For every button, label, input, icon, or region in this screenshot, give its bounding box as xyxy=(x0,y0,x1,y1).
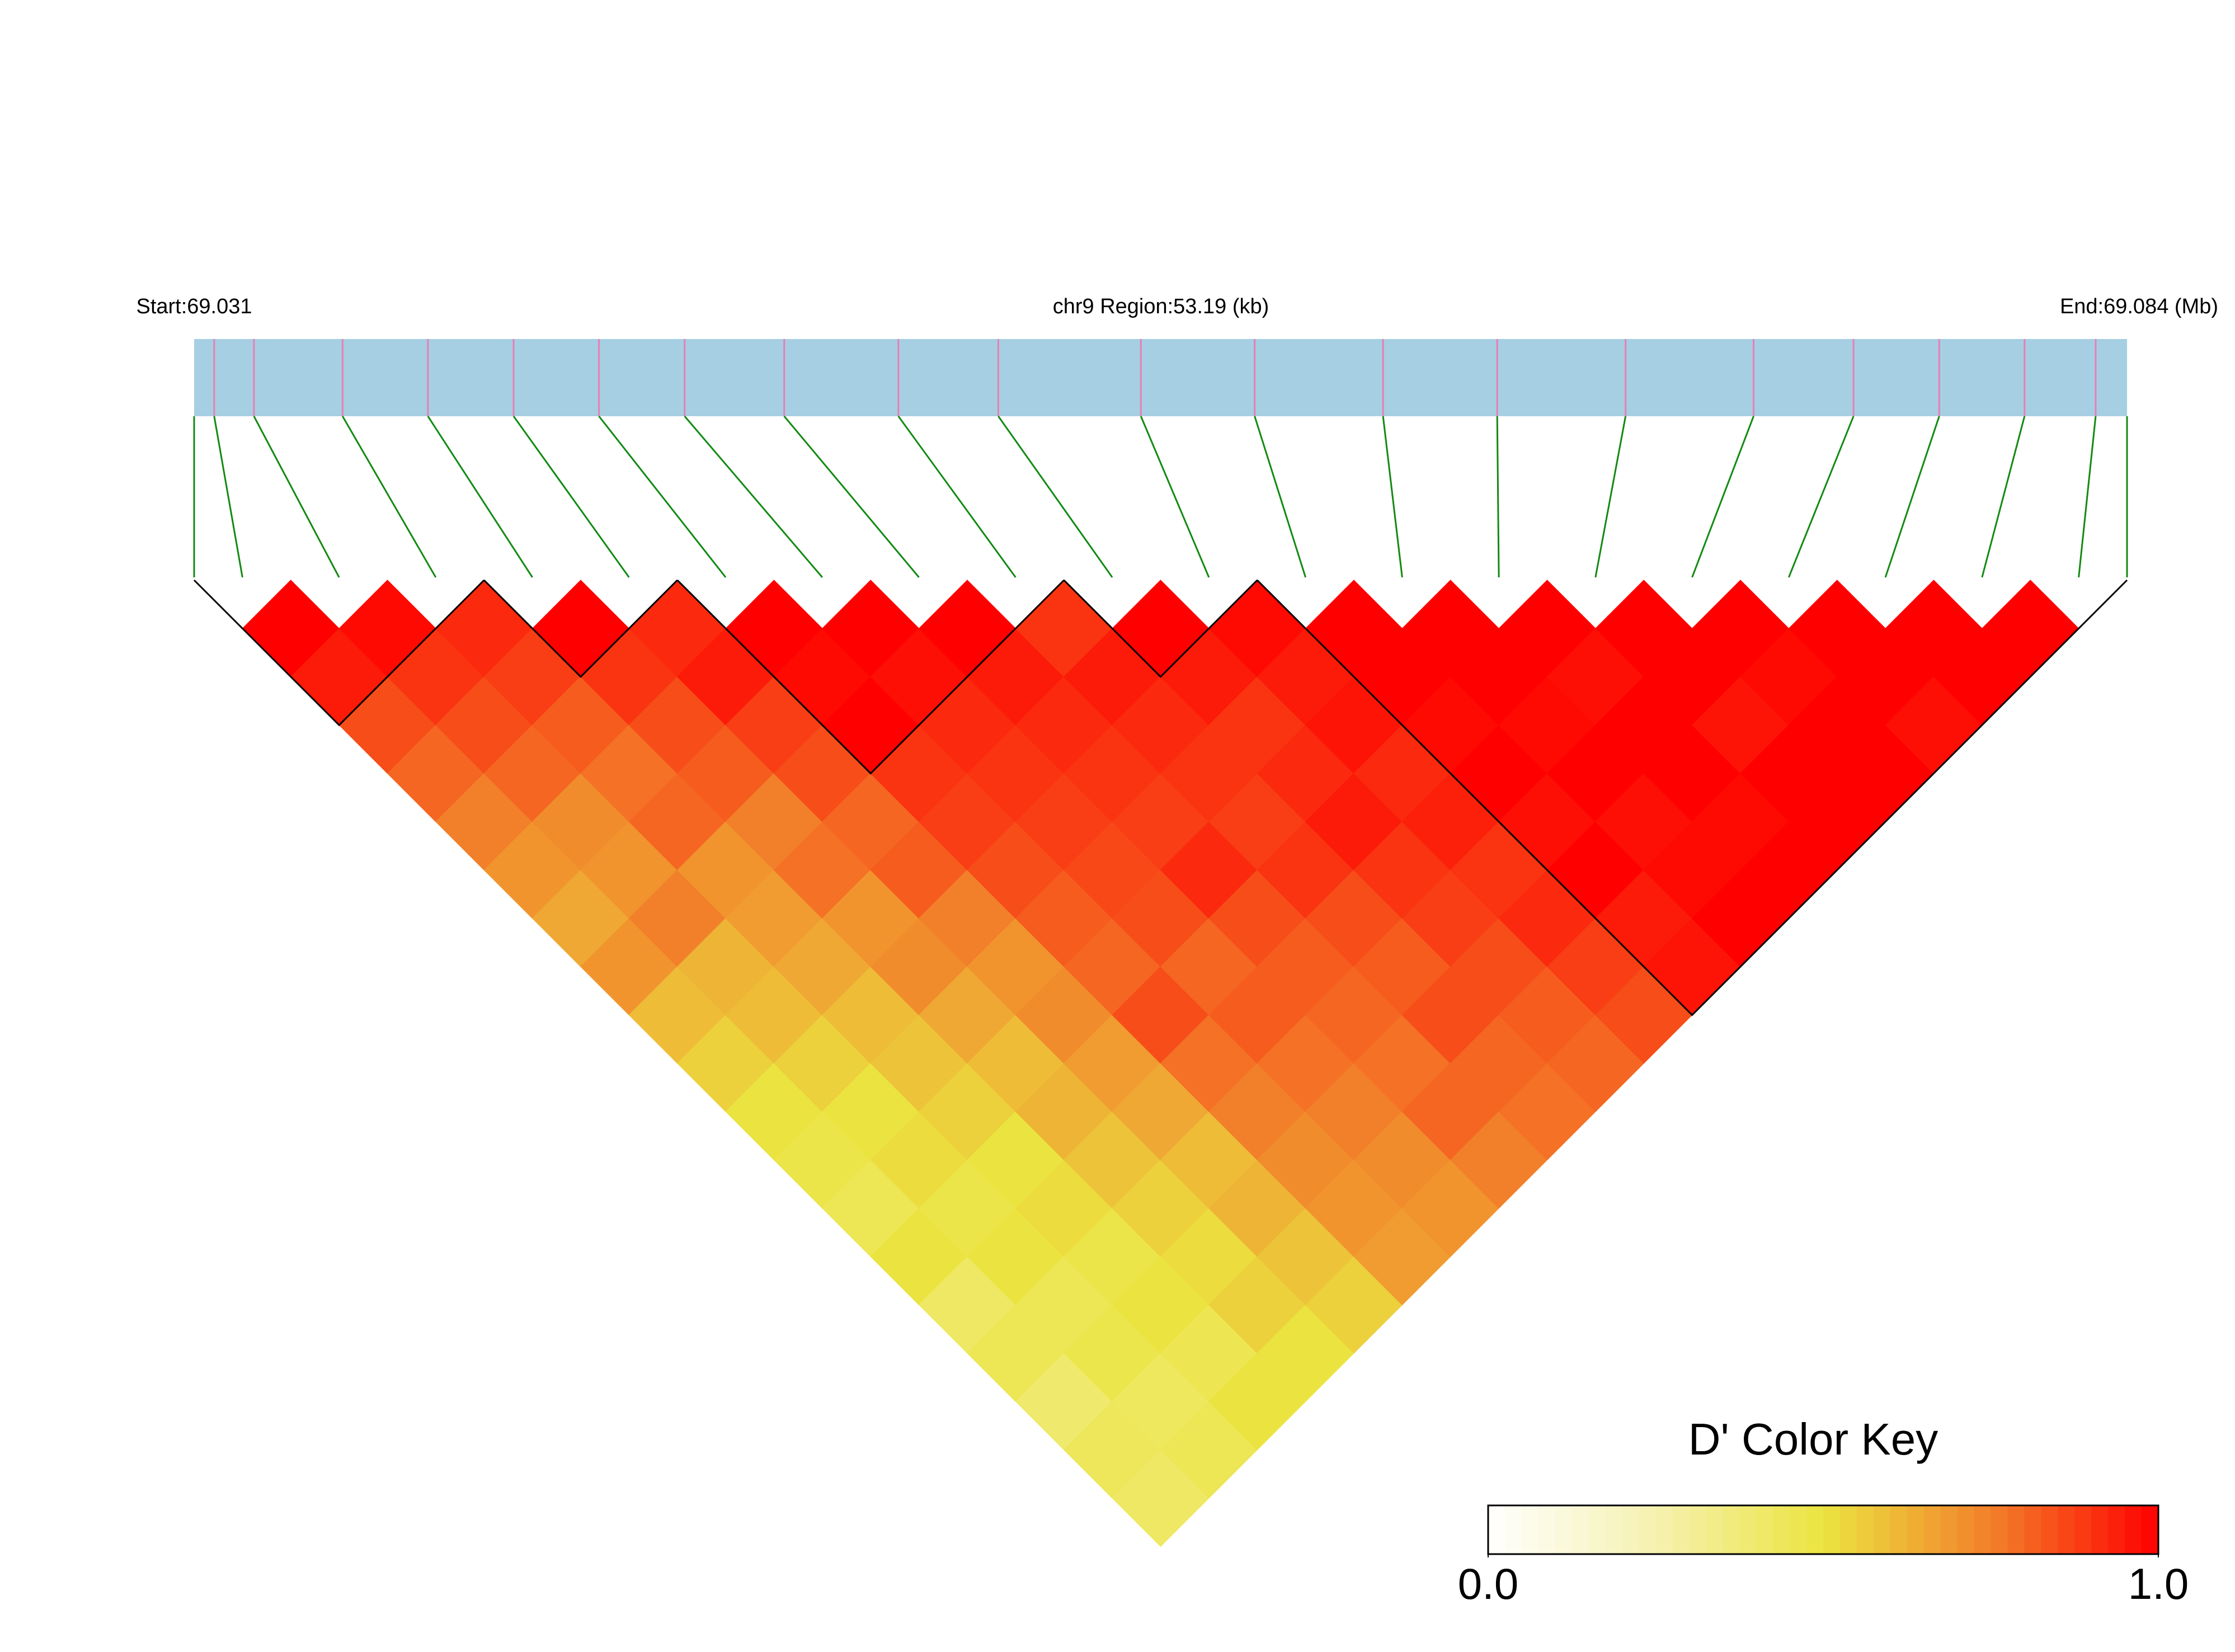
key-step xyxy=(1873,1505,1891,1554)
key-step xyxy=(2058,1505,2075,1554)
snp-link xyxy=(1787,416,1855,578)
key-step xyxy=(1890,1505,1908,1554)
key-frame xyxy=(1487,1504,2159,1555)
snp-link xyxy=(1496,416,1500,578)
snp-link xyxy=(897,416,1017,578)
snp-link xyxy=(598,416,727,578)
end-label: End:69.084 (Mb) xyxy=(2060,295,2218,318)
snp-link xyxy=(1382,416,1403,578)
key-step xyxy=(1521,1505,1539,1554)
key-step xyxy=(2142,1505,2159,1554)
key-step xyxy=(2041,1505,2058,1554)
key-step xyxy=(1571,1505,1589,1554)
key-step xyxy=(2074,1505,2092,1554)
key-step xyxy=(1773,1505,1790,1554)
ld-block xyxy=(193,579,485,727)
key-step xyxy=(1790,1505,1807,1554)
snp-link xyxy=(1691,416,1754,578)
key-step xyxy=(1923,1505,1941,1554)
key-step xyxy=(1856,1505,1874,1554)
key-step xyxy=(1839,1505,1857,1554)
snp-link xyxy=(1981,416,2026,578)
key-step xyxy=(1622,1505,1640,1554)
key-step xyxy=(1806,1505,1824,1554)
snp-link xyxy=(2078,416,2097,578)
snp-link xyxy=(1140,416,1210,578)
snp-link xyxy=(253,416,340,578)
key-step xyxy=(1723,1505,1740,1554)
key-step xyxy=(1991,1505,2008,1554)
key-step xyxy=(1488,1505,1505,1554)
snp-link xyxy=(783,416,920,578)
ld-block xyxy=(483,579,678,678)
snp-link xyxy=(512,416,630,578)
key-step xyxy=(1504,1505,1522,1554)
ld-block xyxy=(1063,579,1258,678)
key-step xyxy=(2125,1505,2142,1554)
key-tick-label: 1.0 xyxy=(2128,1559,2189,1608)
start-label: Start:69.031 xyxy=(136,295,252,318)
snp-link xyxy=(1254,416,1307,578)
key-step xyxy=(1957,1505,1975,1554)
snp-link xyxy=(684,416,824,578)
key-step xyxy=(1907,1505,1925,1554)
key-step xyxy=(2091,1505,2109,1554)
snp-link xyxy=(342,416,437,578)
snp-link xyxy=(427,416,533,578)
key-step xyxy=(2108,1505,2125,1554)
snp-link xyxy=(213,416,243,578)
key-step xyxy=(1974,1505,1991,1554)
key-step xyxy=(1655,1505,1673,1554)
key-step xyxy=(1605,1505,1623,1554)
key-step xyxy=(1588,1505,1606,1554)
key-step xyxy=(1706,1505,1723,1554)
key-step xyxy=(1739,1505,1757,1554)
key-step xyxy=(2024,1505,2041,1554)
snp-link xyxy=(997,416,1113,578)
snp-link xyxy=(1884,416,1940,578)
key-step xyxy=(1672,1505,1690,1554)
ld-block xyxy=(1257,579,2128,1016)
key-step xyxy=(1689,1505,1706,1554)
position-bar xyxy=(194,339,2127,416)
ld-block xyxy=(676,579,1065,775)
key-step xyxy=(1940,1505,1958,1554)
snp-link xyxy=(1594,416,1627,578)
key-step xyxy=(1538,1505,1556,1554)
key-step xyxy=(1756,1505,1773,1554)
region-label: chr9 Region:53.19 (kb) xyxy=(1053,295,1269,318)
key-title: D' Color Key xyxy=(1688,1414,1938,1464)
key-step xyxy=(1555,1505,1573,1554)
key-step xyxy=(1823,1505,1841,1554)
key-step xyxy=(1639,1505,1656,1554)
key-tick-label: 0.0 xyxy=(1458,1559,1518,1608)
key-step xyxy=(2007,1505,2025,1554)
